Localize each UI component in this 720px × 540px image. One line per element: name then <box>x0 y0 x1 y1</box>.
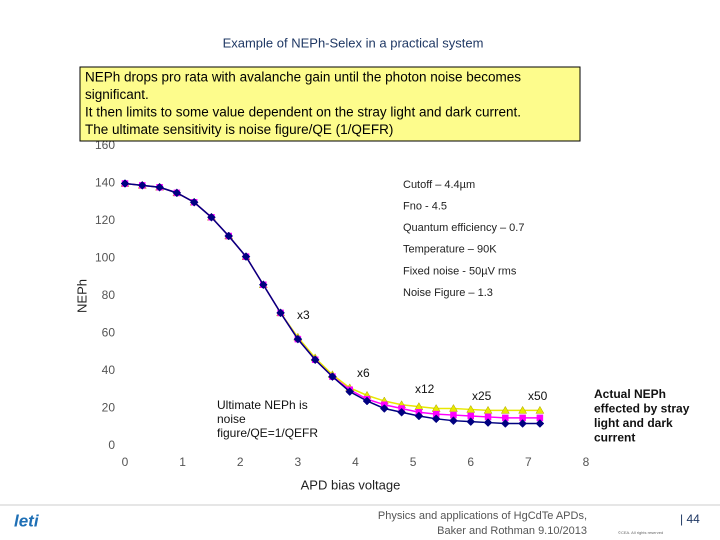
marker <box>518 405 528 414</box>
x-tick-label: 0 <box>122 455 129 469</box>
marker <box>137 181 147 190</box>
info-line: Fno - 4.5 <box>403 201 447 213</box>
callout-line: It then limits to some value dependent o… <box>85 105 521 120</box>
marker <box>362 396 372 406</box>
callout-line: The ultimate sensitivity is noise figure… <box>85 122 393 137</box>
logo: leti <box>14 511 40 530</box>
info-line: Temperature – 90K <box>403 244 497 256</box>
page-number: | 44 <box>680 512 700 526</box>
marker <box>414 411 424 421</box>
callout-box <box>79 66 581 142</box>
x-tick-label: 6 <box>467 455 474 469</box>
y-tick-label: 20 <box>102 401 116 415</box>
chart: 0 20 40 60 80 100 120 140 160 0 1 2 3 4 5 6 7 8 APD bias v… <box>74 138 589 492</box>
marker <box>449 416 458 426</box>
annotation: x6 <box>357 366 370 380</box>
marker <box>258 280 268 290</box>
note-line: noise <box>217 412 246 426</box>
x-axis-label: APD bias voltage <box>301 477 401 492</box>
marker <box>276 308 285 318</box>
marker <box>345 387 355 396</box>
marker <box>224 231 234 241</box>
marker <box>310 355 320 365</box>
citation: Physics and applications of HgCdTe APDs, <box>378 510 587 522</box>
marker <box>293 334 303 344</box>
annotation: x12 <box>415 382 435 396</box>
callout-line: NEPh drops pro rata with avalanche gain … <box>85 70 521 85</box>
note-line: Ultimate NEPh is <box>217 398 308 412</box>
marker <box>449 403 458 412</box>
marker <box>500 405 510 414</box>
y-tick-label: 120 <box>95 213 115 227</box>
x-tick-label: 7 <box>525 455 532 469</box>
annotation: x3 <box>297 308 310 322</box>
note-line: figure/QE=1/QEFR <box>217 426 318 440</box>
marker <box>483 418 493 427</box>
marker <box>466 404 476 413</box>
marker <box>328 372 337 381</box>
x-tick-label: 5 <box>410 455 417 469</box>
x-tick-label: 8 <box>583 455 590 469</box>
info-box <box>396 173 556 303</box>
marker <box>120 179 130 188</box>
marker <box>207 212 216 222</box>
y-tick-label: 160 <box>95 138 115 152</box>
info-line: Fixed noise - 50µV rms <box>403 265 517 277</box>
y-tick-label: 60 <box>102 326 116 340</box>
x-tick-label: 4 <box>352 455 359 469</box>
marker <box>379 404 389 413</box>
marker <box>189 197 199 207</box>
marker <box>518 419 527 428</box>
info-line: Noise Figure – 1.3 <box>403 287 493 299</box>
note-line: effected by stray <box>594 402 690 416</box>
y-tick-label: 80 <box>102 288 116 302</box>
marker <box>431 414 441 424</box>
y-tick-label: 40 <box>102 363 116 377</box>
marker <box>466 417 476 426</box>
marker <box>155 182 164 192</box>
y-tick-label: 100 <box>95 251 115 265</box>
y-tick-label: 0 <box>108 438 115 452</box>
callout-line: significant. <box>85 87 149 102</box>
marker <box>241 252 251 261</box>
annotation: x25 <box>472 389 492 403</box>
marker <box>500 419 510 428</box>
x-tick-label: 2 <box>237 455 244 469</box>
marker <box>172 188 182 198</box>
y-tick-label: 140 <box>95 176 115 190</box>
y-axis-label: NEPh <box>74 279 89 313</box>
note-box <box>212 397 322 444</box>
annotation: x50 <box>528 389 548 403</box>
arrow-head <box>430 424 440 432</box>
citation: Baker and Rothman 9.10/2013 <box>437 525 587 537</box>
info-line: Quantum efficiency – 0.7 <box>403 222 524 234</box>
note-line: Actual NEPh <box>594 387 666 401</box>
note-line: current <box>594 431 635 445</box>
x-tick-label: 1 <box>179 455 186 469</box>
slide-title: Example of NEPh-Selex in a practical sys… <box>223 35 484 50</box>
marker <box>397 407 406 417</box>
note-line: light and dark <box>594 416 673 430</box>
marker <box>535 405 545 414</box>
info-line: Cutoff – 4.4µm <box>403 179 475 191</box>
copyright: ©CEA. All rights reserved <box>618 530 663 535</box>
x-tick-label: 3 <box>295 455 302 469</box>
marker <box>535 419 545 428</box>
marker <box>483 405 493 414</box>
